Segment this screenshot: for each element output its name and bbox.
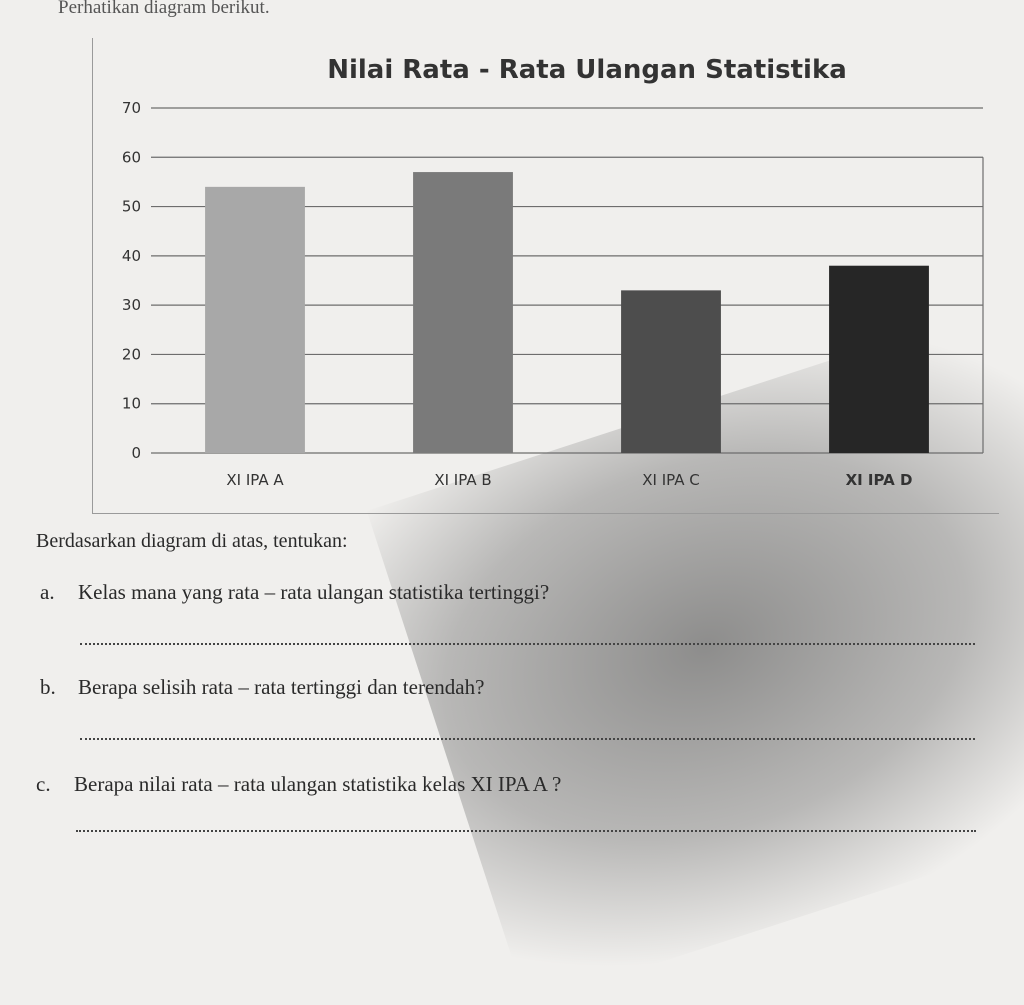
bar-chart: Nilai Rata - Rata Ulangan Statistika 0 10 2… xyxy=(122,55,984,489)
bar-xi-ipa-c xyxy=(621,290,721,453)
bar-xi-ipa-a xyxy=(205,186,305,453)
x-tick-label-xi-ipa-b: XI IPA B xyxy=(434,471,491,489)
question-section: Berdasarkan diagram di atas, tentukan: xyxy=(36,530,986,567)
intro-text: Perhatikan diagram berikut. xyxy=(58,0,270,18)
question-c-marker: c. xyxy=(36,772,51,796)
y-tick-label-40: 40 xyxy=(122,247,141,265)
chart-figure: Nilai Rata - Rata Ulangan Statistika 0 10 2… xyxy=(92,38,999,514)
x-tick-label-xi-ipa-d: XI IPA D xyxy=(846,471,913,489)
y-tick-label-20: 20 xyxy=(122,345,141,363)
bar-xi-ipa-d xyxy=(829,265,929,453)
y-tick-label-0: 0 xyxy=(131,444,141,462)
chart-title: Nilai Rata - Rata Ulangan Statistika xyxy=(327,55,847,85)
y-tick-label-10: 10 xyxy=(122,395,141,413)
y-tick-label-30: 30 xyxy=(122,296,141,314)
question-a: a. Kelas mana yang rata – rata ulangan st… xyxy=(40,580,549,605)
y-tick-label-50: 50 xyxy=(122,198,141,216)
question-b-marker: b. xyxy=(40,675,56,699)
x-tick-label-xi-ipa-c: XI IPA C xyxy=(642,471,699,489)
y-tick-label-60: 60 xyxy=(122,148,141,166)
question-c-text: Berapa nilai rata – rata ulangan statist… xyxy=(74,772,562,796)
question-a-text: Kelas mana yang rata – rata ulangan stat… xyxy=(78,580,550,604)
answer-line-a[interactable] xyxy=(80,643,975,645)
question-a-marker: a. xyxy=(40,580,55,604)
y-tick-label-70: 70 xyxy=(122,99,141,117)
question-c: c. Berapa nilai rata – rata ulangan stati… xyxy=(36,772,561,797)
question-b-text: Berapa selisih rata – rata tertinggi dan… xyxy=(78,675,485,699)
instructions: Berdasarkan diagram di atas, tentukan: xyxy=(36,530,348,552)
answer-line-b[interactable] xyxy=(80,738,975,740)
answer-line-c[interactable] xyxy=(76,830,976,832)
question-b: b. Berapa selisih rata – rata tertinggi d… xyxy=(40,675,484,700)
bar-xi-ipa-b xyxy=(413,172,513,454)
x-tick-label-xi-ipa-a: XI IPA A xyxy=(226,471,284,489)
